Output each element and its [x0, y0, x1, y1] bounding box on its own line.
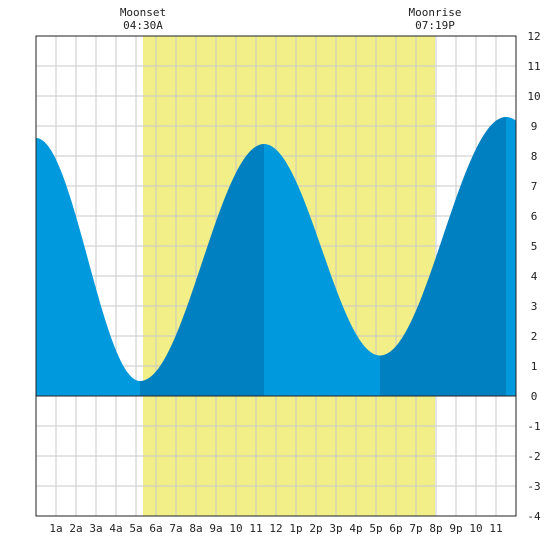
tide-area-layer: [36, 117, 516, 396]
x-tick-label: 2p: [309, 522, 322, 535]
y-tick-label: 10: [527, 90, 540, 103]
x-tick-label: 4a: [109, 522, 122, 535]
y-tick-label: 8: [531, 150, 538, 163]
x-tick-label: 11: [489, 522, 502, 535]
y-tick-label: 7: [531, 180, 538, 193]
tide-segment-rising: [380, 117, 506, 396]
x-tick-label: 8a: [189, 522, 202, 535]
x-tick-label: 4p: [349, 522, 362, 535]
moon-event-name: Moonrise: [409, 6, 462, 19]
moon-event-time: 07:19P: [415, 19, 455, 32]
x-tick-label: 6a: [149, 522, 162, 535]
x-tick-label: 2a: [69, 522, 82, 535]
tide-segment-falling: [506, 117, 516, 396]
moon-event-name: Moonset: [120, 6, 166, 19]
x-tick-label: 3p: [329, 522, 342, 535]
y-tick-label: -2: [527, 450, 540, 463]
y-tick-label: -4: [527, 510, 541, 523]
y-tick-label: 3: [531, 300, 538, 313]
y-tick-label: 11: [527, 60, 540, 73]
tide-segment-falling: [264, 144, 380, 396]
x-tick-label: 9p: [449, 522, 462, 535]
y-tick-label: 4: [531, 270, 538, 283]
x-tick-label: 6p: [389, 522, 402, 535]
y-tick-label: 12: [527, 30, 540, 43]
y-tick-label: 9: [531, 120, 538, 133]
x-tick-label: 12: [269, 522, 282, 535]
x-tick-label: 7a: [169, 522, 182, 535]
x-tick-label: 11: [249, 522, 262, 535]
y-tick-label: -1: [527, 420, 540, 433]
x-tick-label: 5p: [369, 522, 382, 535]
y-tick-label: 1: [531, 360, 538, 373]
x-tick-label: 1a: [49, 522, 62, 535]
plot-border: [35, 35, 517, 517]
y-tick-label: 5: [531, 240, 538, 253]
y-tick-label: -3: [527, 480, 540, 493]
x-tick-label: 9a: [209, 522, 222, 535]
x-tick-label: 10: [229, 522, 242, 535]
moon-event-time: 04:30A: [123, 19, 163, 32]
y-tick-label: 2: [531, 330, 538, 343]
x-tick-labels: 1a 2a 3a 4a 5a 6a 7a 8a 9a 10 11 12 1p 2p 3p 4p 5p 6p 7p 8p…: [49, 522, 502, 535]
x-tick-label: 3a: [89, 522, 102, 535]
tide-segment-falling: [36, 138, 140, 396]
x-tick-label: 5a: [129, 522, 142, 535]
x-tick-label: 10: [469, 522, 482, 535]
x-tick-label: 1p: [289, 522, 302, 535]
x-tick-label: 8p: [429, 522, 442, 535]
y-tick-label: 6: [531, 210, 538, 223]
x-tick-label: 7p: [409, 522, 422, 535]
y-tick-label: 0: [531, 390, 538, 403]
tide-segment-rising: [140, 144, 264, 396]
